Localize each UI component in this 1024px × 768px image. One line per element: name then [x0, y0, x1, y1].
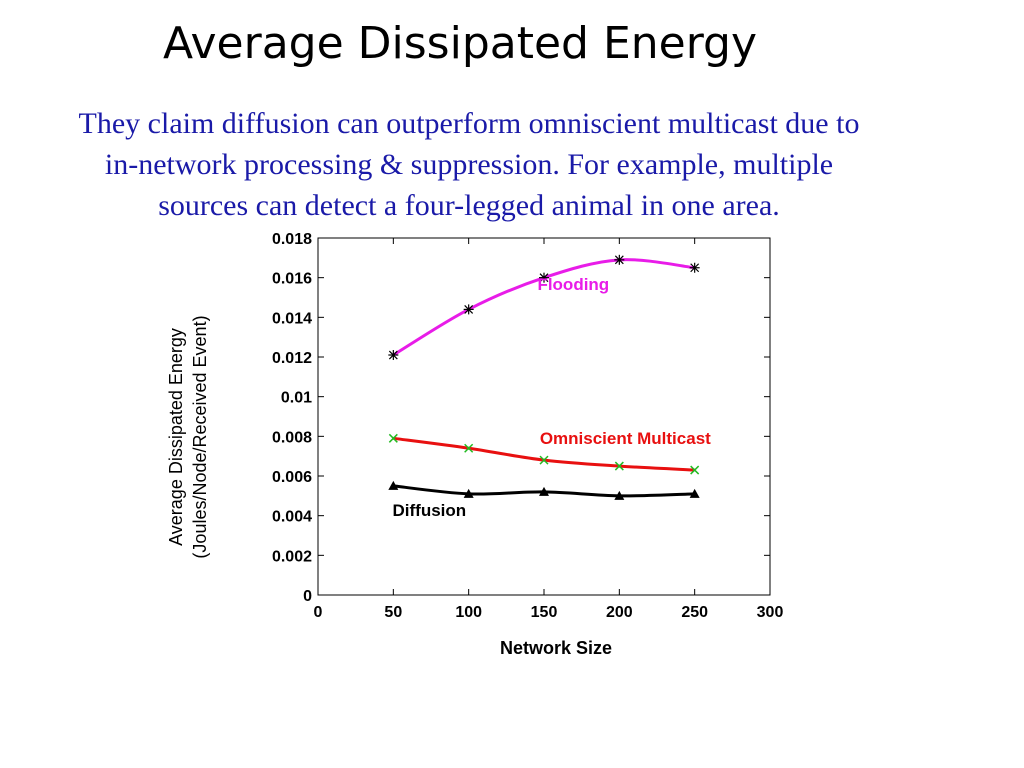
y-tick-label: 0.018 [272, 231, 312, 248]
y-tick-label: 0.004 [272, 509, 312, 526]
series-label: Flooding [537, 275, 609, 294]
x-tick-label: 150 [531, 604, 558, 621]
y-axis: 0 0.002 0.004 0.006 0.008 0.01 0.012 0.014 0.016… [272, 231, 770, 605]
data-point [388, 350, 399, 361]
x-axis: 0 50 100 150 200 250 300 [314, 238, 784, 621]
y-tick-label: 0.012 [272, 350, 312, 367]
caption-line: in-network processing & suppression. For… [104, 147, 834, 181]
data-point [614, 490, 625, 500]
y-tick-label: 0.016 [272, 271, 312, 288]
y-tick-label: 0.01 [281, 390, 312, 407]
data-point [614, 254, 625, 265]
caption-line: sources can detect a four-legged animal … [158, 188, 780, 222]
series-label: Diffusion [393, 501, 467, 520]
y-axis-label-line: Average Dissipated Energy [166, 328, 186, 546]
y-axis-label-line: (Joules/Node/Received Event) [190, 315, 210, 558]
slide-title: Average Dissipated Energy [162, 18, 758, 69]
data-point [539, 486, 549, 496]
x-tick-label: 250 [681, 604, 708, 621]
series-label: Omniscient Multicast [540, 429, 711, 448]
y-axis-label: Average Dissipated Energy (Joules/Node/R… [166, 315, 210, 558]
data-point [464, 443, 474, 453]
y-tick-label: 0 [303, 588, 312, 605]
x-tick-label: 0 [314, 604, 323, 621]
data-point [539, 455, 549, 465]
data-point [388, 480, 399, 490]
series-markers [388, 254, 700, 500]
data-point [463, 304, 474, 315]
x-tick-label: 100 [455, 604, 482, 621]
y-tick-label: 0.008 [272, 429, 312, 446]
slide-caption: They claim diffusion can outperform omni… [14, 104, 924, 226]
y-tick-label: 0.006 [272, 469, 312, 486]
series-labels: Flooding Omniscient Multicast Diffusion [393, 275, 712, 520]
data-point [689, 262, 700, 273]
data-point [614, 461, 624, 471]
data-point [689, 488, 700, 498]
y-tick-label: 0.002 [272, 548, 312, 565]
x-tick-label: 50 [384, 604, 402, 621]
data-point [690, 465, 700, 475]
data-point [463, 488, 474, 498]
x-tick-label: 200 [606, 604, 633, 621]
y-tick-label: 0.014 [272, 310, 312, 327]
x-tick-label: 300 [757, 604, 784, 621]
plot-frame [317, 237, 771, 596]
data-point [539, 272, 549, 283]
x-axis-label: Network Size [500, 638, 612, 658]
caption-line: They claim diffusion can outperform omni… [78, 107, 860, 140]
data-point [388, 433, 398, 443]
